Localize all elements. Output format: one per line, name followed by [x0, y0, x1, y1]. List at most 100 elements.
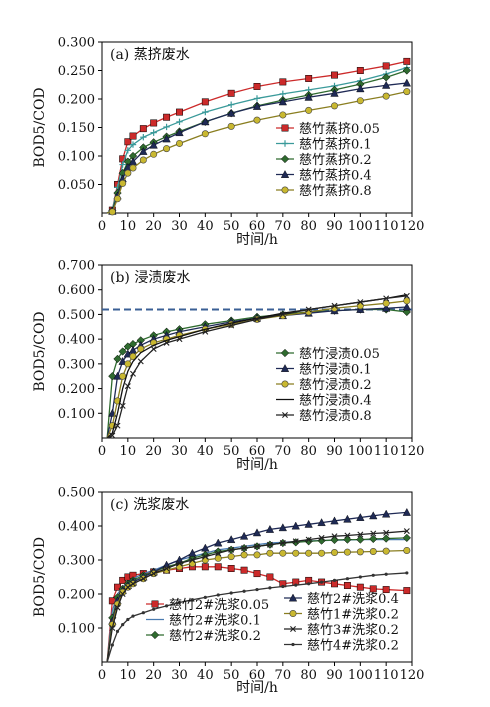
x-tick-label: 80 — [300, 444, 317, 459]
legend-item: 慈竹4#洗浆0.2 — [284, 639, 399, 654]
y-axis-label: BOD5/COD — [32, 87, 48, 167]
data-point — [343, 535, 352, 544]
legend-label: 慈竹蒸挤0.8 — [299, 184, 372, 199]
data-point — [332, 578, 337, 583]
data-point — [331, 302, 338, 309]
legend-label: 慈竹2#洗浆0.05 — [169, 598, 269, 613]
data-point — [357, 299, 364, 306]
data-point — [216, 593, 220, 597]
x-tick-label: 90 — [326, 219, 343, 234]
data-point — [253, 551, 261, 559]
y-tick-label: 0.150 — [58, 121, 95, 136]
legend-label: 慈竹浸渍0.8 — [299, 409, 372, 424]
data-point — [281, 584, 285, 589]
x-tick-label: 100 — [348, 668, 373, 683]
data-point — [118, 347, 127, 356]
data-point — [139, 125, 147, 133]
legend-label: 慈竹浸渍0.05 — [299, 347, 380, 362]
data-point — [317, 518, 326, 526]
data-point — [371, 573, 375, 577]
y-axis-label: BOD5/COD — [32, 537, 48, 617]
data-point — [403, 88, 411, 96]
x-tick-label: 120 — [400, 668, 425, 683]
data-point — [382, 92, 390, 100]
data-point — [109, 625, 116, 631]
data-point — [130, 370, 136, 377]
legend-marker — [289, 609, 297, 617]
x-tick-label: 80 — [300, 219, 317, 234]
data-point — [228, 322, 235, 329]
x-axis-label: 时间/h — [236, 457, 278, 473]
data-point — [384, 572, 388, 576]
legend-marker — [281, 124, 289, 132]
data-point — [119, 161, 126, 168]
legend-item: 慈竹3#洗浆0.2 — [284, 623, 399, 638]
data-point — [382, 509, 391, 518]
legend-marker — [291, 642, 295, 647]
series-6 — [106, 528, 410, 663]
y-tick-label: 0.100 — [58, 150, 95, 165]
data-point — [124, 138, 132, 146]
legend-label: 慈竹1#洗浆0.2 — [307, 608, 399, 623]
data-point — [278, 97, 287, 106]
data-point — [356, 97, 364, 105]
data-point — [403, 292, 410, 299]
data-point — [227, 101, 235, 108]
data-point — [176, 108, 183, 116]
data-point — [189, 557, 196, 563]
data-point — [150, 150, 158, 158]
legend-label: 慈竹2#洗浆0.4 — [307, 592, 399, 607]
x-tick-label: 40 — [197, 444, 214, 459]
data-point — [279, 540, 286, 546]
legend-item: 慈竹2#洗浆0.1 — [146, 614, 261, 629]
data-point — [215, 550, 222, 557]
data-point — [343, 548, 351, 556]
data-point — [113, 354, 122, 364]
data-point — [291, 538, 300, 547]
data-point — [403, 297, 411, 305]
data-point — [129, 141, 137, 148]
data-point — [240, 566, 248, 574]
data-point — [402, 302, 411, 311]
legend-item: 慈竹蒸挤0.4 — [276, 169, 372, 184]
series-5 — [106, 292, 410, 439]
data-point — [331, 533, 338, 540]
data-point — [177, 600, 182, 605]
legend-label: 慈竹2#洗浆0.1 — [169, 614, 261, 629]
data-point — [227, 122, 235, 130]
data-point — [130, 580, 136, 587]
data-point — [110, 643, 114, 647]
x-tick-label: 80 — [300, 668, 317, 683]
data-point — [344, 532, 351, 539]
data-point — [150, 129, 157, 136]
data-point — [150, 119, 158, 127]
legend-item: 慈竹蒸挤0.2 — [276, 153, 372, 168]
data-point — [305, 549, 313, 557]
data-point — [176, 139, 184, 147]
legend-marker — [280, 364, 290, 372]
data-point — [356, 513, 365, 521]
data-point — [201, 543, 210, 552]
x-axis-label: 时间/h — [236, 232, 278, 248]
data-point — [266, 573, 274, 581]
data-point — [402, 307, 411, 317]
x-tick-label: 90 — [326, 668, 343, 683]
y-tick-label: 0.400 — [58, 333, 95, 348]
data-point — [305, 75, 313, 82]
legend-label: 慈竹3#洗浆0.2 — [307, 623, 399, 638]
data-point — [163, 565, 170, 572]
data-point — [131, 614, 135, 618]
x-tick-label: 60 — [249, 668, 266, 683]
data-point — [279, 549, 287, 557]
data-point — [152, 607, 156, 611]
data-point — [291, 521, 300, 530]
data-point — [253, 570, 261, 578]
legend-label: 慈竹4#洗浆0.2 — [307, 639, 399, 654]
data-point — [163, 339, 170, 346]
data-point — [382, 547, 390, 555]
legend-item: 慈竹蒸挤0.1 — [276, 138, 372, 153]
